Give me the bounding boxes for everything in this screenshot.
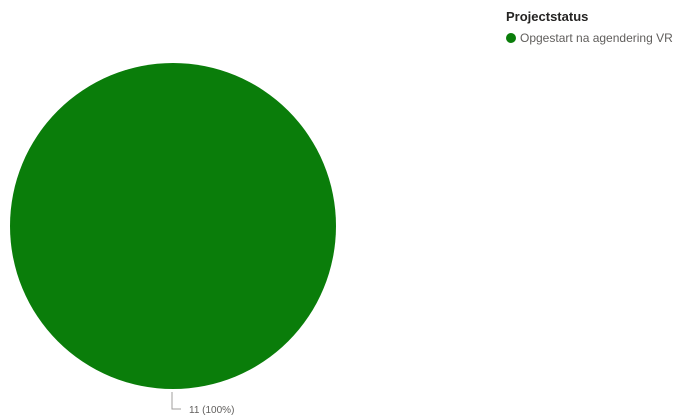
pie-data-label: 11 (100%) [189, 405, 234, 416]
legend-item-label: Opgestart na agendering VR [520, 31, 673, 45]
legend-swatch [506, 33, 516, 43]
legend-title: Projectstatus [506, 9, 589, 24]
pie-slice[interactable] [10, 63, 336, 389]
data-label-leader-line [171, 392, 181, 410]
legend-item[interactable]: Opgestart na agendering VR [506, 31, 694, 45]
chart-legend: Projectstatus Opgestart na agendering VR [506, 9, 694, 45]
